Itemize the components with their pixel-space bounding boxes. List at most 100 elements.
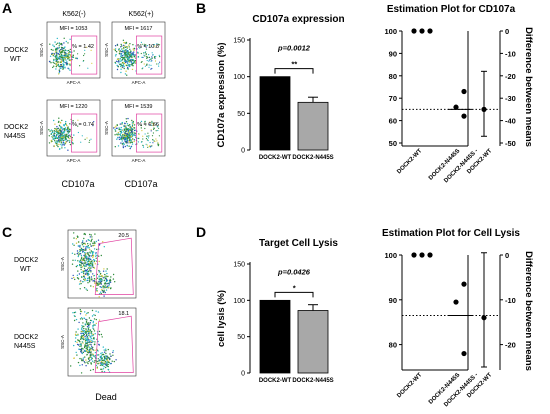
- flow-event-dot: [78, 339, 80, 342]
- flow-event-dot: [136, 51, 139, 53]
- n445s-data-point: [453, 299, 459, 305]
- flow-event-dot: [85, 341, 87, 343]
- flow-event-dot: [93, 324, 95, 326]
- flow-event-dot: [103, 279, 106, 282]
- flow-a-plots: MFI = 1053 % = 1.42 SSC-A APC-A MFI = 1617 % …: [39, 21, 166, 163]
- flow-pct-label: 18.1: [118, 311, 129, 317]
- flow-event-dot: [52, 49, 54, 51]
- flow-event-dot: [95, 289, 98, 291]
- flow-event-dot: [58, 57, 60, 59]
- flow-event-dot: [141, 61, 143, 63]
- flow-event-dot: [83, 60, 85, 62]
- flow-event-dot: [77, 333, 79, 336]
- flow-event-dot: [57, 61, 59, 63]
- flow-event-dot: [88, 258, 91, 260]
- flow-event-dot: [97, 282, 99, 285]
- flow-event-dot: [90, 335, 93, 337]
- flow-event-dot: [93, 330, 96, 332]
- flow-event-dot: [106, 361, 109, 363]
- flow-event-dot: [122, 134, 124, 136]
- flow-event-dot: [156, 43, 158, 45]
- flow-event-dot: [133, 124, 136, 126]
- flow-event-dot: [90, 263, 92, 265]
- flow-event-dot: [83, 361, 86, 363]
- flow-event-dot: [59, 67, 61, 70]
- flow-event-dot: [62, 131, 64, 133]
- flow-event-dot: [85, 246, 87, 248]
- flow-event-dot: [126, 50, 128, 52]
- flow-event-dot: [58, 45, 60, 47]
- flow-event-dot: [90, 269, 92, 272]
- flow-event-dot: [56, 56, 58, 59]
- flow-event-dot: [81, 332, 83, 334]
- flow-event-dot: [126, 64, 128, 67]
- flow-event-dot: [91, 356, 93, 359]
- flow-event-dot: [108, 286, 110, 289]
- flow-event-dot: [100, 275, 102, 278]
- flow-event-dot: [114, 281, 116, 283]
- flow-event-dot: [88, 324, 90, 327]
- flow-event-dot: [53, 119, 55, 122]
- flow-event-dot: [89, 322, 92, 324]
- flow-event-dot: [130, 61, 132, 64]
- flow-event-dot: [72, 54, 75, 57]
- flow-event-dot: [146, 45, 149, 47]
- flow-event-dot: [73, 344, 75, 347]
- flow-event-dot: [121, 45, 123, 47]
- flow-event-dot: [83, 287, 86, 289]
- flow-event-dot: [104, 276, 106, 278]
- flow-event-dot: [65, 52, 67, 54]
- flow-event-dot: [126, 51, 128, 53]
- flow-a-row1-label-1: DOCK2: [4, 47, 28, 54]
- flow-event-dot: [94, 263, 97, 265]
- flow-event-dot: [53, 65, 55, 67]
- flow-event-dot: [129, 138, 131, 140]
- flow-event-dot: [50, 48, 53, 51]
- flow-event-dot: [158, 135, 160, 137]
- flow-event-dot: [105, 289, 108, 291]
- flow-event-dot: [93, 258, 95, 261]
- flow-event-dot: [133, 47, 135, 50]
- flow-event-dot: [69, 69, 71, 71]
- flow-event-dot: [88, 317, 91, 319]
- significance-bracket: [274, 291, 314, 298]
- flow-event-dot: [90, 245, 93, 247]
- flow-event-dot: [50, 62, 52, 64]
- flow-event-dot: [91, 315, 94, 317]
- flow-event-dot: [151, 135, 154, 137]
- flow-event-dot: [85, 342, 87, 345]
- flow-event-dot: [146, 64, 148, 66]
- right-tick-label: -20: [505, 341, 516, 350]
- flow-event-dot: [80, 271, 83, 273]
- flow-event-dot: [104, 273, 106, 276]
- flow-event-dot: [121, 121, 124, 124]
- flow-plot-frame: [46, 99, 101, 157]
- bar-chart-cell-lysis: Target Cell Lysis 0 50 100 150 cell lysis (%)…: [216, 238, 338, 384]
- flow-event-dot: [95, 240, 98, 243]
- flow-event-dot: [65, 141, 67, 143]
- flow-event-dot: [89, 278, 91, 280]
- y-tick-label: 0: [241, 371, 245, 378]
- flow-event-dot: [57, 63, 59, 65]
- flow-event-dot: [75, 242, 78, 244]
- flow-event-dot: [59, 132, 61, 134]
- flow-event-dot: [152, 125, 154, 127]
- flow-event-dot: [87, 327, 90, 329]
- flow-event-dot: [152, 132, 154, 134]
- flow-event-dot: [150, 58, 152, 61]
- flow-event-dot: [152, 142, 154, 144]
- flow-event-dot: [148, 64, 150, 66]
- flow-event-dot: [93, 314, 95, 316]
- flow-event-dot: [95, 257, 97, 259]
- flow-event-dot: [131, 139, 133, 141]
- flow-pct-label: 20.5: [118, 233, 129, 239]
- flow-event-dot: [69, 130, 71, 133]
- flow-event-dot: [140, 124, 142, 127]
- flow-event-dot: [122, 146, 125, 149]
- flow-event-dot: [98, 269, 100, 272]
- flow-event-dot: [129, 52, 132, 54]
- flow-event-dot: [58, 70, 61, 73]
- flow-event-dot: [66, 62, 68, 65]
- flow-event-dot: [107, 275, 109, 278]
- flow-event-dot: [81, 347, 83, 350]
